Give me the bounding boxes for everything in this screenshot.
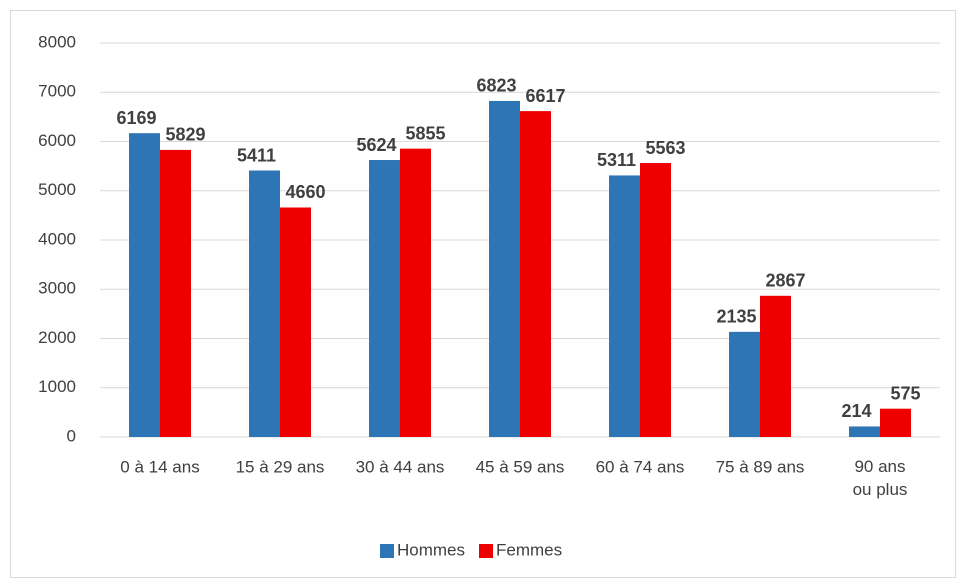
bar bbox=[640, 163, 671, 437]
bar bbox=[849, 426, 880, 437]
legend-label: Hommes bbox=[397, 540, 465, 559]
value-label: 5624 bbox=[356, 135, 396, 155]
y-tick-label: 4000 bbox=[38, 229, 76, 248]
x-tick-label: 30 à 44 ans bbox=[356, 457, 445, 476]
value-label: 5311 bbox=[597, 150, 636, 170]
value-label: 2867 bbox=[765, 271, 805, 291]
legend-swatch bbox=[479, 544, 494, 558]
y-tick-label: 1000 bbox=[38, 377, 76, 396]
x-tick-label: 45 à 59 ans bbox=[476, 457, 565, 476]
value-label: 2135 bbox=[716, 307, 756, 327]
value-label: 6617 bbox=[525, 86, 565, 106]
bar bbox=[609, 175, 640, 438]
value-label: 5563 bbox=[645, 138, 685, 158]
y-tick-label: 2000 bbox=[38, 328, 76, 347]
bar bbox=[249, 170, 280, 438]
value-label: 4660 bbox=[285, 182, 325, 202]
bar bbox=[129, 133, 160, 437]
bar bbox=[160, 149, 191, 437]
bar bbox=[400, 148, 431, 438]
y-tick-label: 8000 bbox=[38, 32, 76, 51]
legend-swatch bbox=[380, 544, 394, 558]
bar bbox=[280, 207, 311, 437]
bar bbox=[489, 100, 520, 437]
value-label: 5829 bbox=[165, 125, 205, 145]
value-label: 5411 bbox=[237, 145, 276, 165]
bar bbox=[880, 408, 911, 437]
value-label: 6169 bbox=[116, 108, 156, 128]
x-tick-label: 15 à 29 ans bbox=[236, 457, 325, 476]
bar bbox=[760, 295, 791, 437]
legend-label: Femmes bbox=[496, 540, 562, 559]
bar bbox=[520, 111, 551, 438]
y-tick-label: 3000 bbox=[38, 279, 76, 298]
y-tick-label: 5000 bbox=[38, 180, 76, 199]
value-label: 5855 bbox=[405, 123, 445, 143]
y-tick-label: 6000 bbox=[38, 131, 76, 150]
x-tick-label: 75 à 89 ans bbox=[716, 457, 805, 476]
x-tick-label: 60 à 74 ans bbox=[596, 457, 685, 476]
x-tick-label: 90 ans ou plus bbox=[853, 457, 908, 499]
value-label: 214 bbox=[841, 401, 871, 421]
value-label: 575 bbox=[890, 383, 920, 403]
x-tick-label: 0 à 14 ans bbox=[120, 457, 199, 476]
y-tick-label: 7000 bbox=[38, 82, 76, 101]
y-tick-label: 0 bbox=[67, 426, 76, 445]
bar bbox=[729, 331, 760, 437]
bar bbox=[369, 160, 400, 437]
value-label: 6823 bbox=[476, 76, 516, 96]
